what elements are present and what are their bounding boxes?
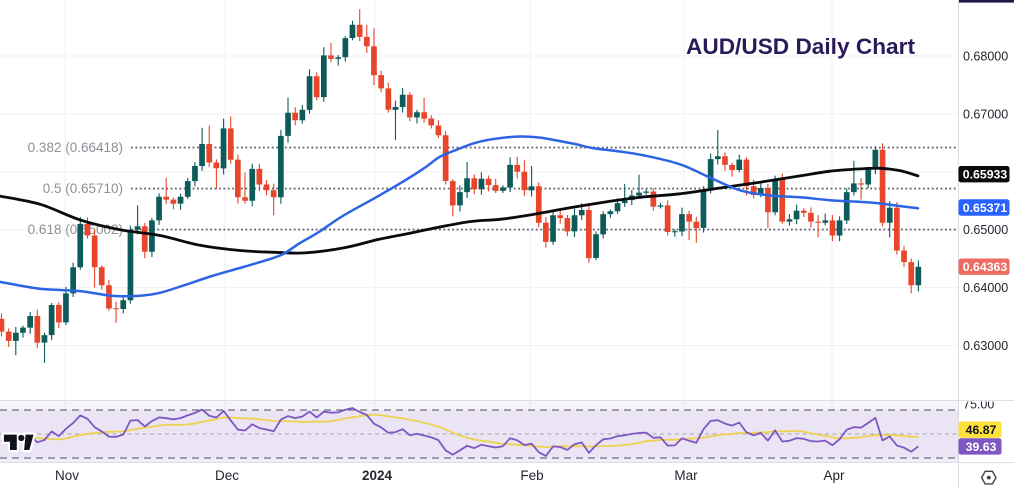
svg-text:Nov: Nov xyxy=(55,468,79,483)
svg-text:0.67000: 0.67000 xyxy=(963,107,1008,121)
svg-text:0.64000: 0.64000 xyxy=(963,281,1008,295)
svg-text:0.68000: 0.68000 xyxy=(963,50,1008,64)
svg-text:0.64363: 0.64363 xyxy=(963,260,1008,274)
svg-text:Mar: Mar xyxy=(674,468,698,483)
svg-text:0.65000: 0.65000 xyxy=(963,223,1008,237)
svg-text:46.87: 46.87 xyxy=(966,423,997,437)
svg-text:75.00: 75.00 xyxy=(963,398,994,412)
svg-text:0.382 (0.66418): 0.382 (0.66418) xyxy=(28,140,123,155)
svg-text:0.65371: 0.65371 xyxy=(963,201,1008,215)
svg-text:0.618 (0.65002): 0.618 (0.65002) xyxy=(28,222,123,237)
svg-text:Apr: Apr xyxy=(823,468,845,483)
svg-text:AUD/USD Daily Chart: AUD/USD Daily Chart xyxy=(686,34,916,59)
svg-text:0.5 (0.65710): 0.5 (0.65710) xyxy=(43,181,123,196)
svg-text:Dec: Dec xyxy=(215,468,239,483)
svg-text:39.63: 39.63 xyxy=(966,440,997,454)
svg-text:2024: 2024 xyxy=(362,468,393,483)
svg-text:0.65933: 0.65933 xyxy=(963,168,1008,182)
svg-text:Feb: Feb xyxy=(520,468,543,483)
svg-text:0.63000: 0.63000 xyxy=(963,339,1008,353)
